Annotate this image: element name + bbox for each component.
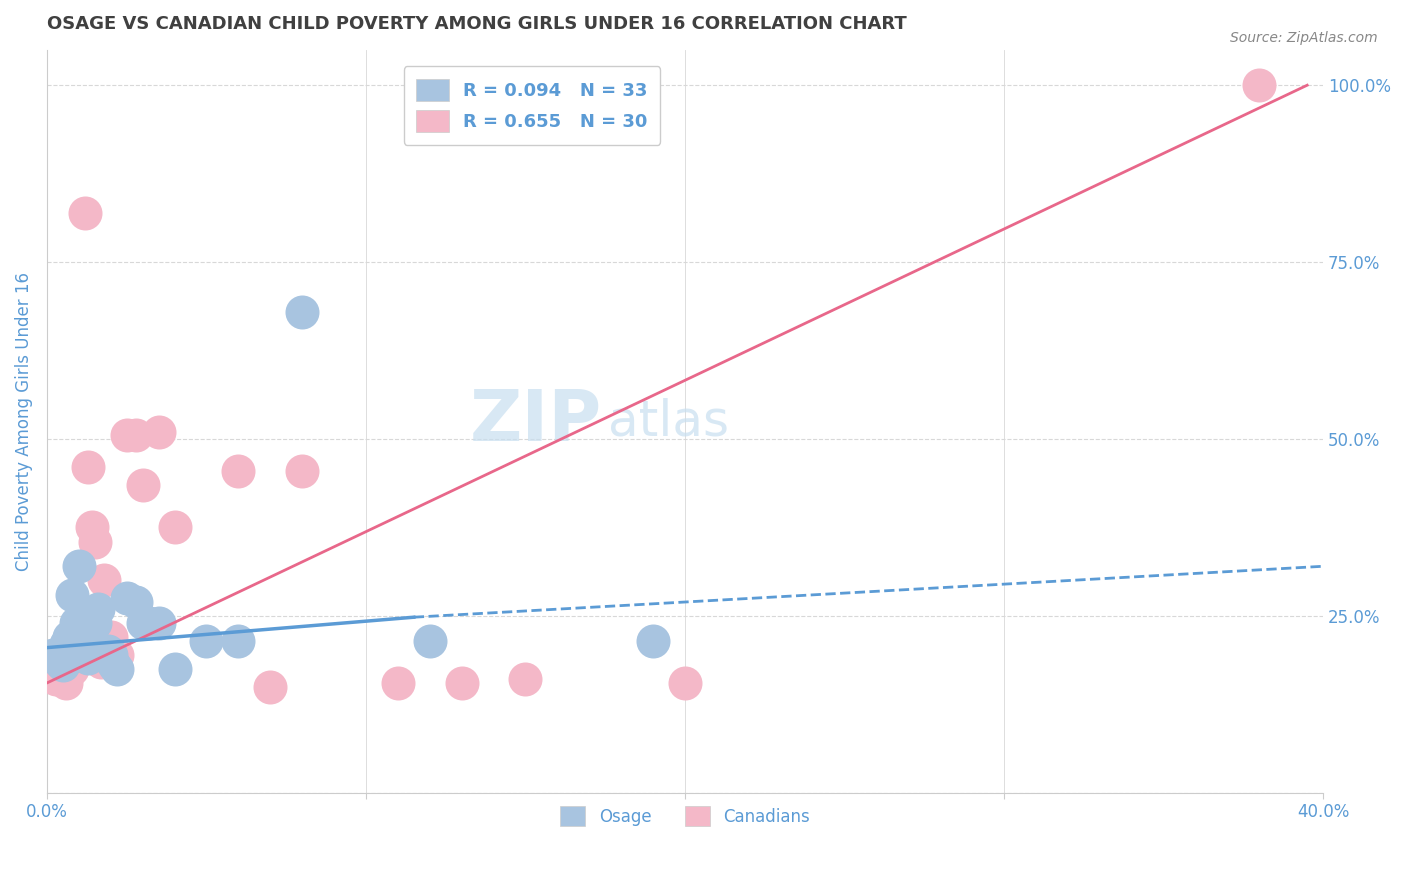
Point <box>105 662 128 676</box>
Point <box>673 676 696 690</box>
Point <box>419 633 441 648</box>
Point <box>75 205 97 219</box>
Text: atlas: atlas <box>609 397 730 445</box>
Point <box>228 633 250 648</box>
Point <box>75 637 97 651</box>
Point <box>55 637 77 651</box>
Point <box>103 658 125 673</box>
Point <box>515 673 537 687</box>
Point <box>103 648 125 662</box>
Point <box>45 673 67 687</box>
Point <box>62 662 84 676</box>
Point <box>131 615 153 630</box>
Point <box>259 680 281 694</box>
Point <box>83 615 105 630</box>
Point <box>291 304 314 318</box>
Point <box>450 676 472 690</box>
Point <box>42 648 65 662</box>
Text: Source: ZipAtlas.com: Source: ZipAtlas.com <box>1230 31 1378 45</box>
Point <box>55 676 77 690</box>
Point <box>90 648 112 662</box>
Point <box>643 633 665 648</box>
Point <box>77 460 100 475</box>
Point <box>105 648 128 662</box>
Point <box>100 648 122 662</box>
Point <box>115 428 138 442</box>
Point <box>291 464 314 478</box>
Y-axis label: Child Poverty Among Girls Under 16: Child Poverty Among Girls Under 16 <box>15 272 32 571</box>
Point <box>48 655 70 669</box>
Point <box>148 615 170 630</box>
Point <box>387 676 409 690</box>
Point <box>52 658 75 673</box>
Point <box>70 644 93 658</box>
Point <box>67 559 90 574</box>
Point <box>62 588 84 602</box>
Point <box>80 520 103 534</box>
Point <box>125 594 148 608</box>
Point <box>100 630 122 644</box>
Point <box>67 637 90 651</box>
Text: ZIP: ZIP <box>470 387 602 456</box>
Legend: Osage, Canadians: Osage, Canadians <box>550 796 820 837</box>
Point <box>70 648 93 662</box>
Point <box>1249 78 1271 93</box>
Point <box>58 630 80 644</box>
Point <box>80 633 103 648</box>
Point <box>90 655 112 669</box>
Point <box>45 651 67 665</box>
Point <box>67 648 90 662</box>
Point <box>87 648 110 662</box>
Point <box>77 651 100 665</box>
Point <box>228 464 250 478</box>
Point <box>93 574 115 588</box>
Point <box>83 534 105 549</box>
Point <box>96 644 118 658</box>
Point <box>131 478 153 492</box>
Point <box>87 601 110 615</box>
Point <box>52 662 75 676</box>
Text: OSAGE VS CANADIAN CHILD POVERTY AMONG GIRLS UNDER 16 CORRELATION CHART: OSAGE VS CANADIAN CHILD POVERTY AMONG GI… <box>46 15 907 33</box>
Point <box>195 633 218 648</box>
Point <box>115 591 138 606</box>
Point <box>163 520 186 534</box>
Point <box>93 648 115 662</box>
Point <box>65 655 87 669</box>
Point <box>138 615 160 630</box>
Point <box>125 428 148 442</box>
Point <box>65 615 87 630</box>
Point <box>163 662 186 676</box>
Point <box>148 425 170 439</box>
